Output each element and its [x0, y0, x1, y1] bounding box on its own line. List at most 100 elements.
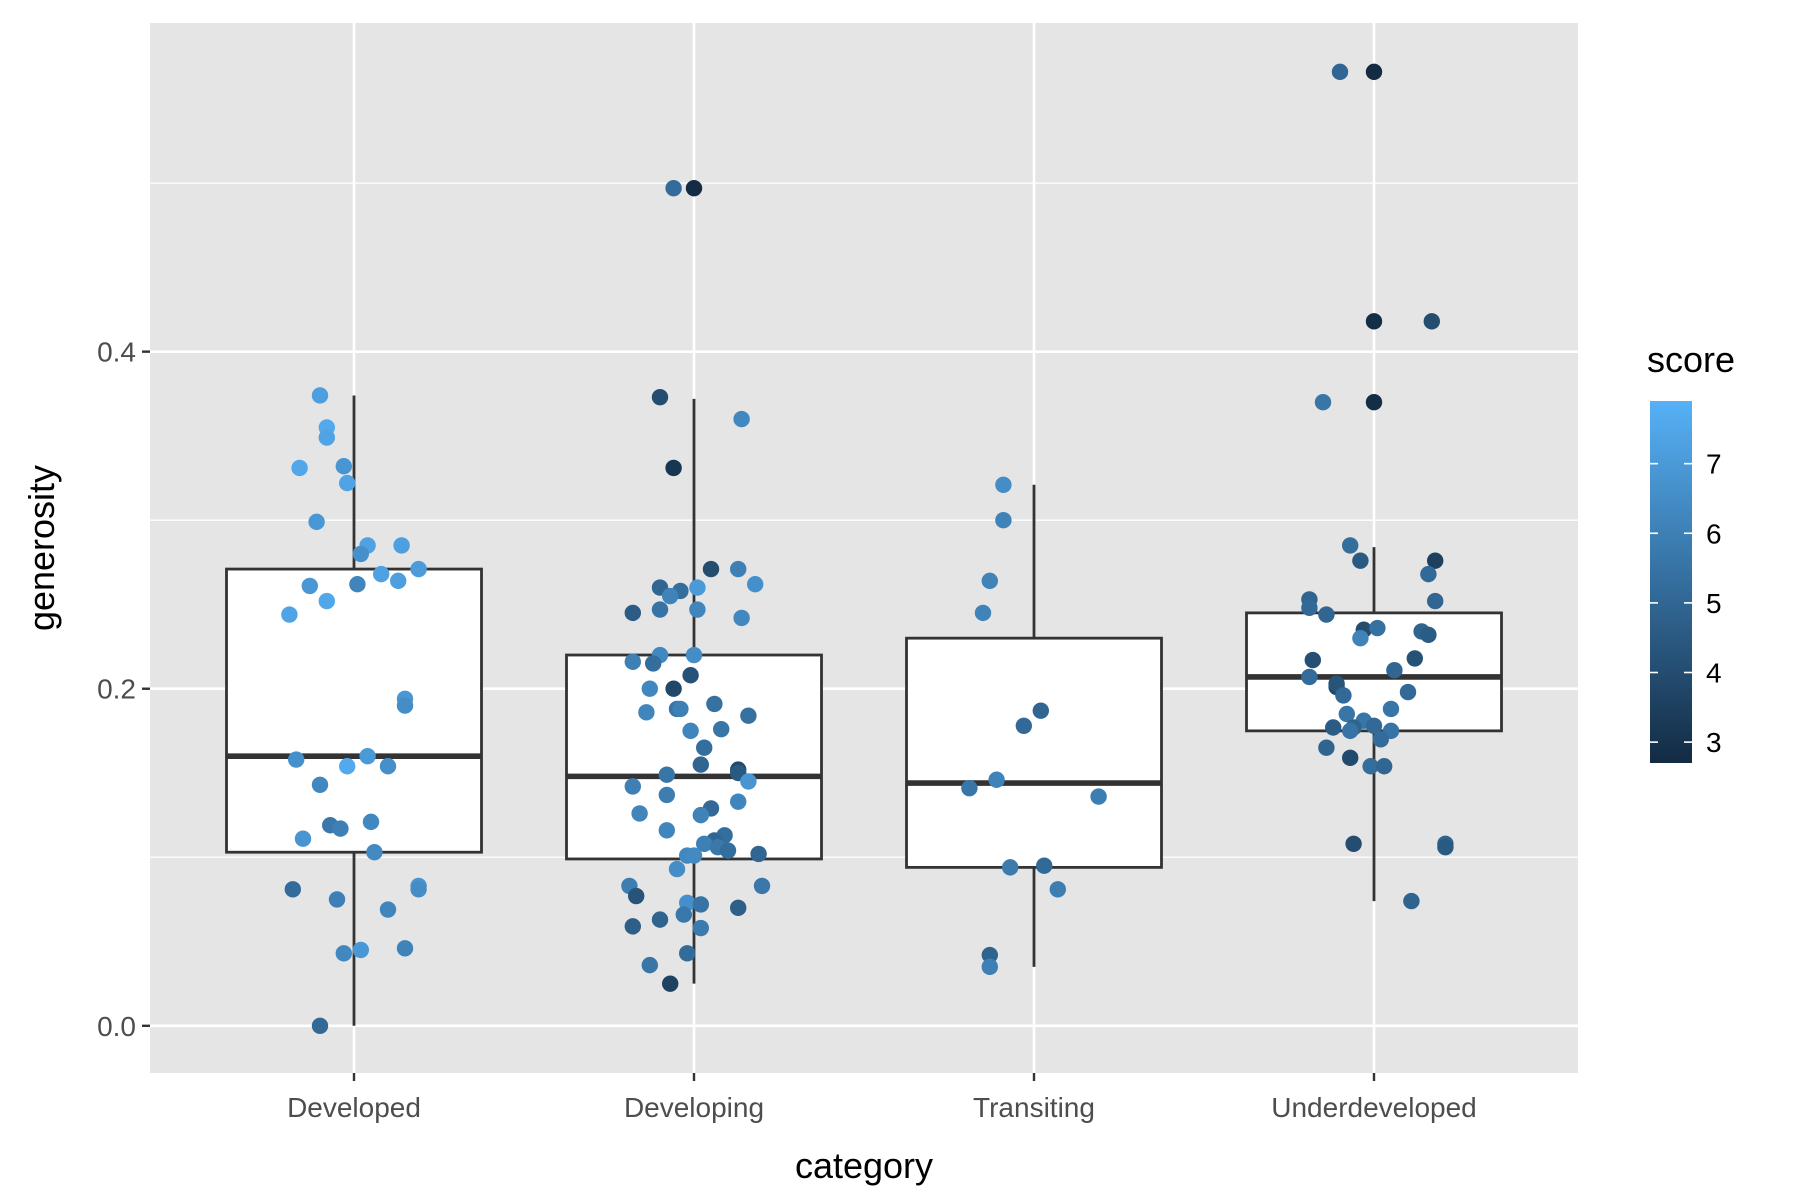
- data-point: [301, 577, 318, 595]
- data-point: [1386, 661, 1403, 679]
- data-point: [651, 601, 669, 618]
- data-point: [1423, 313, 1441, 330]
- data-point: [1342, 749, 1359, 767]
- colorbar-tick-label: 6: [1706, 518, 1722, 549]
- data-point: [410, 560, 427, 578]
- data-point: [995, 511, 1012, 529]
- data-point: [1301, 668, 1318, 686]
- data-point: [651, 388, 669, 406]
- data-point: [645, 655, 662, 672]
- data-point: [396, 940, 414, 957]
- data-point: [1369, 619, 1386, 637]
- data-point: [1338, 705, 1356, 723]
- data-point: [747, 576, 764, 593]
- data-point: [1365, 394, 1383, 411]
- data-point: [1365, 63, 1383, 81]
- data-point: [1406, 650, 1424, 667]
- data-point: [665, 680, 682, 697]
- x-tick-label: Underdeveloped: [1271, 1092, 1477, 1123]
- data-point: [1318, 606, 1335, 623]
- y-axis: 0.0 0.2 0.4: [97, 337, 150, 1042]
- data-point: [339, 758, 356, 775]
- box-iqr: [565, 653, 823, 861]
- data-point: [641, 956, 658, 974]
- data-point: [352, 941, 369, 959]
- box-transiting: [905, 484, 1163, 967]
- data-point: [311, 776, 329, 793]
- data-point: [1325, 719, 1342, 736]
- data-point: [1002, 859, 1019, 876]
- data-point: [719, 842, 737, 859]
- data-point: [692, 919, 709, 937]
- colorbar-tick-label: 3: [1706, 727, 1722, 758]
- data-point: [651, 911, 669, 928]
- data-point: [379, 901, 397, 918]
- box-iqr: [225, 567, 483, 854]
- data-point: [1437, 838, 1454, 856]
- data-point: [390, 572, 407, 590]
- x-tick-label: Transiting: [973, 1092, 1095, 1123]
- data-point: [1420, 565, 1437, 583]
- data-point: [981, 572, 998, 590]
- y-tick-label: 0.0: [97, 1011, 136, 1042]
- data-point: [318, 429, 335, 446]
- box-iqr: [905, 636, 1163, 869]
- x-axis-title: category: [795, 1145, 933, 1186]
- data-point: [1342, 722, 1359, 740]
- data-point: [658, 786, 675, 804]
- data-point: [1365, 717, 1383, 735]
- data-point: [366, 844, 383, 861]
- data-point: [1335, 687, 1352, 704]
- data-point: [1036, 857, 1053, 874]
- data-point: [662, 587, 679, 605]
- data-point: [328, 891, 346, 908]
- data-point: [1420, 626, 1437, 643]
- data-point: [311, 387, 329, 404]
- data-point: [753, 877, 771, 895]
- data-point: [359, 747, 376, 765]
- data-point: [706, 695, 723, 713]
- x-axis: Developed Developing Transiting Underdevelo…: [287, 1073, 1477, 1123]
- data-point: [628, 887, 645, 905]
- data-point: [995, 476, 1012, 493]
- data-point: [665, 459, 682, 477]
- points: [281, 63, 1454, 1035]
- colorbar-tick-label: 7: [1706, 449, 1722, 480]
- data-point: [1403, 892, 1420, 910]
- data-point: [311, 1017, 329, 1035]
- data-point: [288, 751, 305, 768]
- data-point: [631, 805, 648, 822]
- data-point: [291, 459, 308, 477]
- data-point: [730, 793, 747, 810]
- data-point: [1342, 537, 1359, 554]
- data-point: [658, 822, 675, 839]
- legend: score 3 4 5 6 7: [1647, 339, 1735, 763]
- data-point: [624, 778, 641, 795]
- data-point: [1362, 758, 1379, 775]
- grid-minor: [150, 182, 1578, 858]
- data-point: [1352, 629, 1369, 647]
- data-point: [692, 806, 709, 824]
- data-point: [624, 604, 641, 622]
- legend-title: score: [1647, 339, 1735, 380]
- data-point: [696, 739, 713, 756]
- data-point: [1365, 313, 1383, 330]
- data-point: [335, 458, 352, 475]
- panel-background: [150, 23, 1578, 1073]
- data-point: [692, 756, 709, 773]
- data-point: [672, 700, 689, 718]
- data-point: [1399, 683, 1417, 701]
- data-point: [396, 697, 414, 714]
- data-point: [352, 545, 369, 563]
- data-point: [733, 609, 750, 627]
- data-point: [696, 835, 713, 852]
- data-point: [1372, 731, 1390, 748]
- colorbar-tick-label: 4: [1706, 658, 1722, 689]
- data-point: [1331, 63, 1349, 81]
- data-point: [750, 845, 767, 863]
- data-point: [1015, 717, 1032, 735]
- data-point: [713, 720, 730, 738]
- data-point: [682, 667, 699, 684]
- data-point: [740, 773, 757, 790]
